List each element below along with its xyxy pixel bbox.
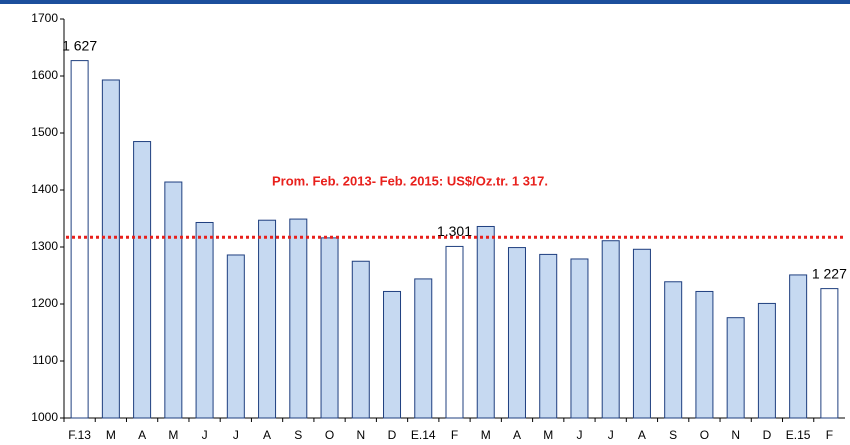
bar: [539, 253, 558, 419]
bar: [133, 141, 152, 419]
y-tick-label: 1200: [31, 296, 58, 310]
x-tick-label: S: [294, 428, 302, 442]
x-tick-label: J: [233, 428, 239, 442]
reference-label: Prom. Feb. 2013- Feb. 2015: US$/Oz.tr. 1…: [272, 173, 548, 188]
x-tick-label: M: [481, 428, 491, 442]
x-tick-label: S: [669, 428, 677, 442]
x-tick-label: O: [700, 428, 709, 442]
bar: [320, 237, 339, 419]
x-tick-label: A: [638, 428, 646, 442]
bar: [789, 274, 808, 419]
bar: [258, 219, 277, 419]
y-tick-label: 1400: [31, 182, 58, 196]
bar: [695, 290, 714, 419]
y-tick-label: 1100: [32, 353, 58, 367]
bar: [507, 247, 526, 419]
value-label: 1 627: [62, 37, 97, 53]
bar: [476, 225, 495, 419]
bar: [757, 302, 776, 419]
bar: [351, 260, 370, 419]
top-band: [0, 0, 850, 4]
bar: [726, 317, 745, 419]
y-tick-label: 1600: [31, 68, 58, 82]
bar: [445, 245, 464, 419]
x-tick-label: D: [388, 428, 397, 442]
x-tick-label: A: [138, 428, 146, 442]
x-tick-label: E.15: [786, 428, 811, 442]
bar: [601, 240, 620, 419]
x-tick-label: M: [168, 428, 178, 442]
x-tick-label: J: [608, 428, 614, 442]
x-tick-label: E.14: [411, 428, 436, 442]
bar: [414, 278, 433, 419]
x-tick-label: F.13: [68, 428, 91, 442]
bar: [70, 60, 89, 419]
bar: [820, 288, 839, 419]
bar: [289, 218, 308, 419]
x-tick-label: D: [763, 428, 772, 442]
x-tick-label: A: [513, 428, 521, 442]
x-tick-label: M: [106, 428, 116, 442]
x-tick-label: A: [263, 428, 271, 442]
y-tick-label: 1300: [31, 239, 58, 253]
x-tick-label: M: [543, 428, 553, 442]
y-tick-label: 1700: [31, 11, 58, 25]
x-tick-label: J: [202, 428, 208, 442]
value-label: 1 227: [812, 265, 847, 281]
bar: [164, 181, 183, 419]
y-tick-label: 1000: [31, 410, 58, 424]
bar: [570, 258, 589, 419]
x-tick-label: N: [356, 428, 365, 442]
value-label: 1.301: [437, 223, 472, 239]
bar: [632, 248, 651, 419]
bar: [101, 79, 120, 419]
x-tick-label: F: [826, 428, 833, 442]
bar: [664, 281, 683, 419]
x-tick-label: O: [325, 428, 334, 442]
x-tick-label: J: [576, 428, 582, 442]
y-tick-label: 1500: [31, 125, 58, 139]
x-tick-label: F: [451, 428, 458, 442]
x-tick-label: N: [731, 428, 740, 442]
bar: [383, 290, 402, 419]
bar: [226, 254, 245, 419]
bar: [195, 221, 214, 419]
